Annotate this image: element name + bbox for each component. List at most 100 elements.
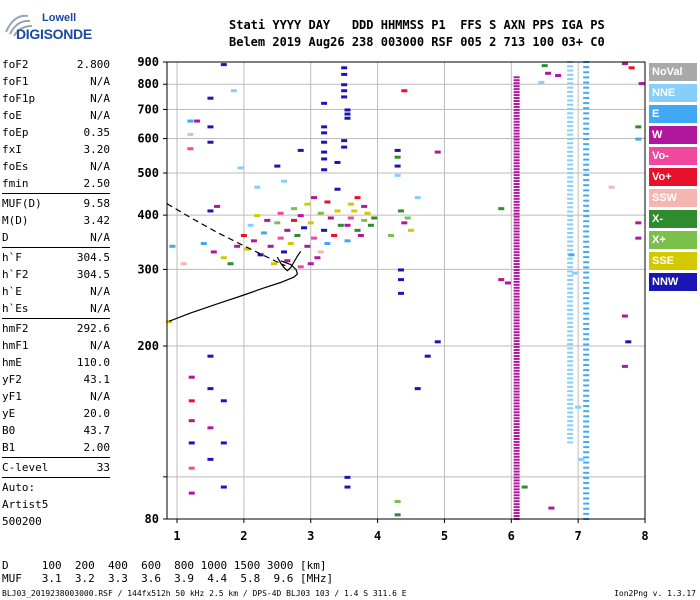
sidebar-divider <box>2 477 110 478</box>
echo-point <box>621 62 628 66</box>
trace-echo <box>513 399 520 402</box>
trace-echo <box>567 167 574 170</box>
f2-trace <box>276 251 302 272</box>
trace-echo <box>513 443 520 446</box>
trace-echo <box>513 286 520 289</box>
echo-point <box>347 202 354 206</box>
trace-echo <box>513 111 520 114</box>
trace-echo <box>583 117 590 120</box>
echo-point <box>578 457 585 461</box>
trace-echo <box>583 430 590 433</box>
trace-echo <box>583 250 590 253</box>
trace-echo <box>567 184 574 187</box>
trace-echo <box>513 372 520 375</box>
trace-echo <box>567 274 574 277</box>
echo-point <box>207 209 214 213</box>
param-label: hmF1 <box>2 339 29 352</box>
param-value: 110.0 <box>76 356 110 369</box>
trace-echo <box>513 191 520 194</box>
trace-echo <box>513 266 520 269</box>
trace-echo <box>567 129 574 132</box>
trace-echo <box>567 257 574 260</box>
echo-point <box>397 291 404 295</box>
trace-echo <box>513 245 520 248</box>
trace-echo <box>583 312 590 315</box>
echo-point <box>545 71 552 75</box>
echo-point <box>207 457 214 461</box>
trace-echo <box>567 304 574 307</box>
echo-point <box>568 253 575 257</box>
trace-echo <box>583 235 590 238</box>
echo-point <box>220 63 227 67</box>
y-tick-label: 600 <box>137 132 159 146</box>
trace-echo <box>513 298 520 301</box>
trace-echo <box>583 271 590 274</box>
trace-echo <box>567 146 574 149</box>
param-label: D <box>2 231 9 244</box>
trace-echo <box>567 321 574 324</box>
param-label: yE <box>2 407 16 420</box>
echo-point <box>294 234 301 238</box>
trace-echo <box>583 384 590 387</box>
trace-echo <box>513 230 520 233</box>
trace-echo <box>567 407 574 410</box>
echo-point <box>254 185 261 189</box>
trace-echo <box>513 82 520 85</box>
echo-point <box>344 108 351 112</box>
y-tick-label: 800 <box>137 77 159 91</box>
trace-echo <box>567 279 574 282</box>
trace-echo <box>583 189 590 192</box>
trace-echo <box>583 297 590 300</box>
echo-point <box>254 214 261 218</box>
echo-point <box>234 244 241 248</box>
echo-point <box>240 234 247 238</box>
param-value: 20.0 <box>83 407 111 420</box>
trace-echo <box>513 174 520 177</box>
legend-item: X- <box>649 210 697 228</box>
echo-point <box>394 164 401 168</box>
echo-point <box>367 223 374 227</box>
autoscaler-name: Artist5 <box>2 498 49 511</box>
echo-point <box>638 82 645 86</box>
trace-echo <box>513 159 520 162</box>
trace-echo <box>583 91 590 94</box>
trace-echo <box>583 184 590 187</box>
trace-echo <box>513 120 520 123</box>
trace-echo <box>583 363 590 366</box>
trace-echo <box>583 507 590 510</box>
x-tick-label: 6 <box>508 529 515 543</box>
trace-echo <box>583 266 590 269</box>
trace-echo <box>583 389 590 392</box>
trace-echo <box>583 132 590 135</box>
trace-echo <box>583 425 590 428</box>
trace-echo <box>583 466 590 469</box>
trace-echo <box>583 358 590 361</box>
trace-echo <box>513 485 520 488</box>
trace-echo <box>567 120 574 123</box>
echo-point <box>284 259 291 263</box>
param-row: h`F2 304.5 <box>2 266 110 283</box>
trace-echo <box>513 491 520 494</box>
sidebar-divider <box>2 193 110 194</box>
param-row: foF2 2.800 <box>2 56 110 73</box>
x-tick-label: 5 <box>441 529 448 543</box>
trace-echo <box>513 434 520 437</box>
virtual-height-group: h`F 304.5 h`F2 304.5 h`E N/A h`Es N/A <box>2 249 110 317</box>
trace-echo <box>513 132 520 135</box>
trace-echo <box>513 366 520 369</box>
echo-point <box>347 216 354 220</box>
param-value: 2.800 <box>76 58 110 71</box>
trace-echo <box>567 214 574 217</box>
trace-echo <box>583 138 590 141</box>
echo-point <box>387 234 394 238</box>
trace-echo <box>567 90 574 93</box>
trace-echo <box>583 369 590 372</box>
param-label: fmin <box>2 177 29 190</box>
trace-echo <box>583 379 590 382</box>
echo-point <box>187 147 194 151</box>
trace-echo <box>583 451 590 454</box>
parameter-sidebar: foF2 2.800 foF1 N/A foF1p N/A foE N/A foEp 0.35 fx… <box>2 56 110 530</box>
trace-echo <box>513 171 520 174</box>
trace-echo <box>513 396 520 399</box>
trace-echo <box>583 240 590 243</box>
